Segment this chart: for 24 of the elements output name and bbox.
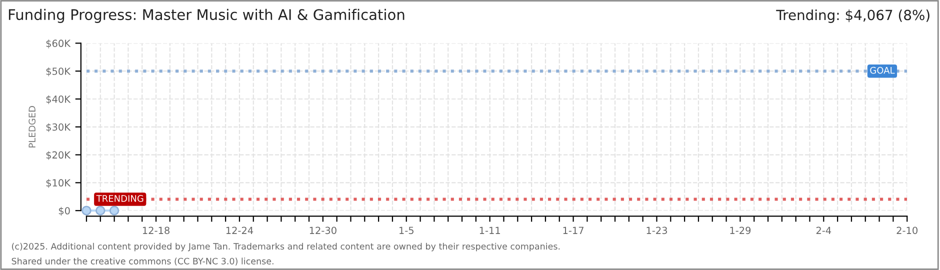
x-tick-label: 1-11 [480,226,500,234]
y-tick-label: $40K [46,95,71,104]
x-tick-label: 1-17 [563,226,584,234]
x-tick-label: 1-29 [730,226,751,234]
y-tick-label: $10K [46,179,71,188]
text: Trending: $4,067 (8%) [776,10,930,23]
y-tick-label: $60K [46,40,71,48]
text: (c)2025. Additional content provided by Jame Tan. Trademarks and related content are owned by their respective companies. [12,242,560,252]
y-tick-label: $20K [46,151,71,160]
ref-line-label: GOAL [870,66,895,74]
text: Shared under the creative commons (CC BY-NC 3.0) license. [12,258,274,266]
x-tick-label: 2-4 [816,226,832,234]
x-tick-label: 12-30 [310,226,336,234]
y-axis-title: PLEDGED [28,106,36,148]
x-tick-label: 12-18 [142,226,170,234]
x-tick-label: 12-24 [226,226,254,234]
chart-title: Funding Progress: Master Music with AI & Gamification [8,8,404,23]
y-tick-label: $50K [46,67,71,76]
x-tick-label: 1-5 [400,226,414,234]
y-tick-label: $0 [58,206,70,216]
x-tick-label: 2-10 [896,226,918,234]
ref-line-label: TRENDING [96,195,144,202]
x-tick-label: 1-23 [646,226,667,234]
y-tick-label: $30K [46,123,71,132]
